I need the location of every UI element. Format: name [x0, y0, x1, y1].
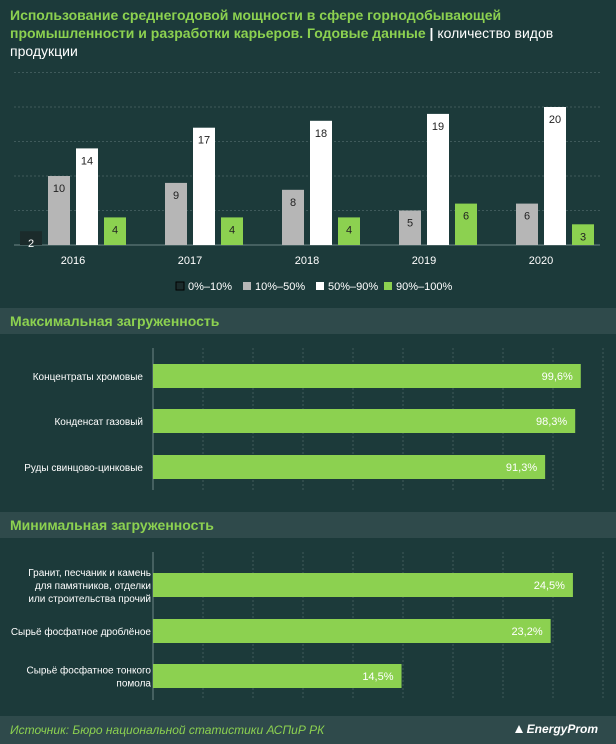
bar-label: 17: [198, 135, 210, 147]
category-label: Концентраты хромовые: [33, 372, 144, 383]
footer-band: [0, 716, 616, 744]
x-tick-label: 2019: [412, 255, 436, 267]
bar-label: 10: [53, 183, 65, 195]
hbar-1: [153, 619, 551, 643]
bar-2019-s1: [399, 210, 421, 245]
bar-label: 6: [463, 211, 469, 223]
bar-2020-s2: [544, 107, 566, 245]
bar-label: 4: [346, 224, 352, 236]
bar-label: 4: [229, 224, 235, 236]
bar-2017-s2: [193, 127, 215, 245]
bar-2016-s3: [104, 217, 126, 245]
hbar-value-label: 23,2%: [511, 626, 542, 638]
category-label: или строительства прочий: [28, 594, 151, 605]
category-label: Гранит, песчаник и камень: [28, 568, 151, 579]
chart-title: Использование среднегодовой мощности в с…: [10, 6, 600, 60]
category-label: для памятников, отделки: [35, 581, 151, 592]
hbar-2: [153, 455, 546, 479]
title-subtitle: количество видов продукции: [10, 25, 554, 59]
hbar-value-label: 91,3%: [506, 462, 537, 474]
chart-canvas: 2 10 14 4 2016 9 17 4 2017 8 18 4 2018 5 19 6 2019 6 20 3 20…: [11, 72, 604, 700]
bar-label: 5: [407, 218, 413, 230]
category-label: Сырьё фосфатное тонкого: [27, 665, 152, 677]
bar-label: 4: [112, 224, 118, 236]
legend-label: 90%–100%: [396, 281, 452, 293]
bar-2018-s1: [282, 189, 304, 245]
bar-2017-s1: [165, 182, 187, 245]
legend-swatch: [384, 282, 392, 290]
hbar-0: [153, 364, 581, 388]
logo-text: EnergyProm: [526, 722, 598, 736]
category-label: помола: [116, 679, 151, 690]
logo-icon: [514, 725, 523, 733]
hbar-value-label: 24,5%: [534, 580, 565, 592]
x-tick-label: 2020: [529, 255, 553, 267]
section-band-max: Максимальная загруженность: [0, 308, 616, 334]
bar-2018-s3: [338, 217, 360, 245]
hbar-2: [153, 664, 402, 688]
hbar-1: [153, 409, 576, 433]
section-title-min: Минимальная загруженность: [10, 517, 214, 533]
bar-label: 20: [549, 114, 561, 126]
bar-label: 6: [524, 211, 530, 223]
bar-label: 9: [173, 190, 179, 202]
bar-label: 19: [432, 121, 444, 133]
bar-2017-s3: [221, 217, 243, 245]
legend-label: 0%–10%: [188, 281, 232, 293]
section-title-max: Максимальная загруженность: [10, 313, 220, 329]
hbar-0: [153, 573, 573, 597]
x-tick-label: 2016: [61, 255, 85, 267]
bar-label: 8: [290, 197, 296, 209]
legend-label: 50%–90%: [328, 281, 378, 293]
legend-label: 10%–50%: [255, 281, 305, 293]
legend-swatch: [175, 281, 185, 291]
bar-label: 18: [315, 128, 327, 140]
category-label: Сырьё фосфатное дроблёное: [11, 626, 152, 638]
bar-2016-s1: [48, 176, 70, 245]
legend-swatch: [316, 282, 324, 290]
source-note: Источник: Бюро национальной статистики А…: [10, 723, 325, 737]
bar-2020-s3: [572, 224, 594, 245]
hbar-value-label: 14,5%: [362, 671, 393, 683]
bar-2019-s3: [455, 203, 477, 245]
section-band-min: Минимальная загруженность: [0, 512, 616, 538]
bar-2018-s2: [310, 120, 332, 245]
hbar-value-label: 98,3%: [536, 416, 567, 428]
bar-2016-s0: [20, 231, 42, 245]
x-tick-label: 2018: [295, 255, 319, 267]
legend-swatch: [243, 282, 251, 290]
bar-2019-s2: [427, 113, 449, 246]
bar-label: 2: [28, 238, 34, 250]
bar-label: 3: [580, 231, 586, 243]
brand-logo: EnergyProm: [514, 722, 598, 736]
title-main: Использование среднегодовой мощности в с…: [10, 7, 502, 41]
bar-2020-s1: [516, 203, 538, 245]
bar-label: 14: [81, 155, 93, 167]
category-label: Конденсат газовый: [54, 417, 143, 428]
category-label: Руды свинцово-цинковые: [24, 463, 143, 474]
x-tick-label: 2017: [178, 255, 202, 267]
bar-2016-s2: [76, 148, 98, 245]
title-separator: |: [429, 25, 434, 41]
hbar-value-label: 99,6%: [542, 371, 573, 383]
